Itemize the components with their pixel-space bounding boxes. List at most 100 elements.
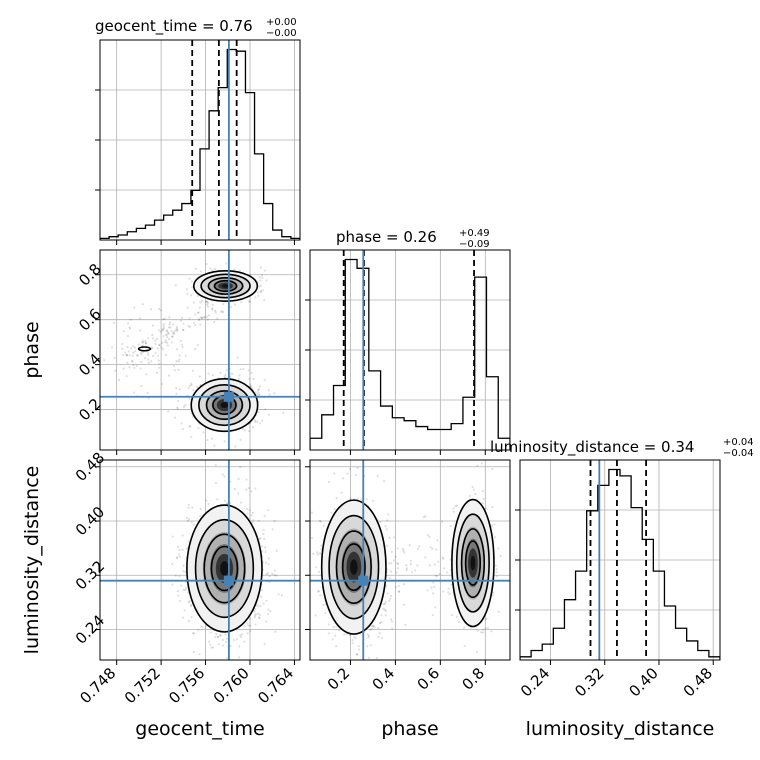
sample-point: [386, 544, 389, 547]
truth-marker: [358, 575, 369, 586]
sample-point: [192, 321, 196, 324]
sample-point: [194, 323, 197, 327]
sample-point: [379, 520, 382, 524]
sample-point: [171, 332, 174, 335]
sample-point: [130, 347, 133, 350]
sample-point: [273, 392, 276, 395]
sample-point: [215, 632, 218, 636]
x-tick-label: 0.760: [210, 664, 253, 707]
sample-point: [229, 305, 232, 309]
sample-point: [212, 646, 215, 649]
sample-point: [250, 490, 253, 493]
sample-point: [434, 606, 437, 609]
sample-point: [442, 590, 445, 593]
sample-point: [206, 302, 209, 305]
sample-point: [258, 616, 261, 619]
sample-point: [351, 642, 354, 645]
sample-point: [221, 473, 224, 476]
sample-point: [261, 289, 264, 292]
sample-point: [177, 399, 180, 403]
sample-point: [157, 329, 160, 332]
sample-point: [384, 609, 387, 613]
sample-point: [253, 616, 256, 619]
sample-point: [389, 570, 393, 573]
sample-point: [182, 588, 185, 591]
sample-point: [178, 555, 181, 558]
sample-point: [390, 550, 394, 554]
sample-point: [337, 629, 340, 632]
sample-point: [267, 389, 270, 392]
sample-point: [343, 633, 346, 636]
sample-point: [126, 322, 130, 325]
sample-point: [214, 481, 218, 484]
sample-point: [125, 375, 128, 378]
sample-point: [426, 589, 429, 592]
sample-point: [234, 445, 237, 448]
sample-point: [133, 391, 136, 394]
sample-point: [264, 550, 267, 553]
x-tick-label: 0.24: [517, 664, 553, 700]
sample-point: [318, 552, 322, 555]
sample-point: [259, 595, 263, 598]
sample-point: [404, 623, 407, 626]
sample-point: [242, 664, 244, 666]
contour-line: [213, 279, 238, 293]
sample-point: [261, 545, 264, 548]
sample-point: [490, 525, 494, 528]
sample-point: [213, 321, 216, 324]
x-tick-label: 0.40: [625, 664, 661, 700]
sample-point: [143, 357, 146, 360]
sample-point: [402, 549, 405, 552]
sample-point: [185, 587, 188, 590]
sample-point: [186, 306, 189, 309]
sample-point: [206, 438, 209, 442]
sample-point: [418, 545, 421, 548]
sample-point: [136, 354, 139, 357]
sample-point: [158, 307, 161, 311]
sample-point: [365, 498, 368, 501]
sample-point: [258, 537, 261, 541]
sample-point: [133, 306, 136, 309]
sample-point: [258, 285, 261, 288]
sample-point: [184, 570, 187, 574]
sample-point: [213, 444, 216, 447]
sample-point: [324, 612, 327, 615]
sample-point: [160, 346, 163, 349]
sample-point: [206, 318, 209, 321]
sample-point: [157, 354, 160, 357]
sample-point: [199, 301, 202, 304]
sample-point: [172, 331, 175, 334]
sample-point: [389, 594, 393, 598]
sample-point: [248, 429, 251, 433]
sample-point: [263, 298, 266, 302]
sample-point: [493, 523, 496, 526]
sample-point: [249, 630, 252, 633]
sample-point: [189, 424, 192, 427]
sample-point: [385, 528, 388, 531]
sample-point: [492, 591, 495, 594]
sample-point: [380, 620, 383, 624]
sample-point: [162, 334, 165, 338]
title-luminosity-distance-minus: −0.04: [723, 448, 754, 459]
sample-point: [192, 301, 195, 304]
sample-point: [383, 602, 386, 606]
sample-point: [180, 422, 183, 425]
sample-point: [389, 597, 392, 600]
sample-point: [471, 485, 474, 489]
sample-point: [191, 286, 194, 289]
sample-point: [210, 437, 214, 440]
sample-point: [124, 351, 127, 354]
sample-point: [156, 347, 159, 350]
contour-line: [203, 533, 246, 604]
x-tick-label: 0.6: [414, 664, 444, 694]
sample-point: [454, 505, 457, 508]
sample-point: [187, 503, 190, 506]
sample-point: [437, 560, 440, 563]
sample-point: [258, 385, 262, 388]
title-phase-plus: +0.49: [459, 228, 490, 239]
sample-point: [125, 353, 128, 356]
sample-point: [171, 535, 174, 538]
sample-point: [172, 365, 176, 368]
sample-point: [214, 636, 217, 639]
sample-point: [225, 502, 228, 505]
